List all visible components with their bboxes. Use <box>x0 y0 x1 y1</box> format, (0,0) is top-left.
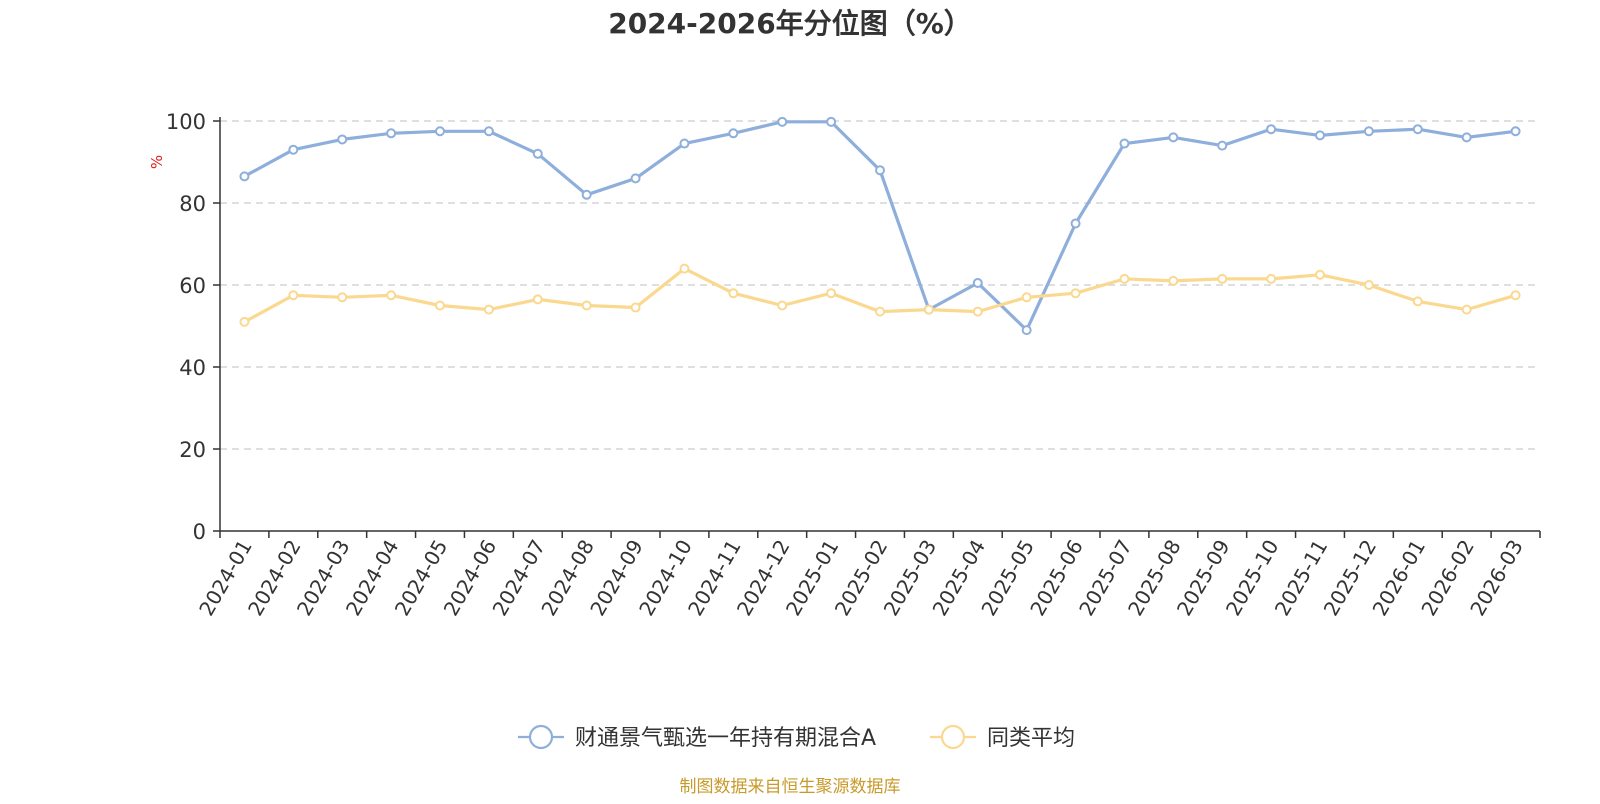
legend[interactable]: 财通景气甄选一年持有期混合A 同类平均 <box>518 724 1075 751</box>
data-point[interactable] <box>532 148 543 159</box>
data-point[interactable] <box>239 316 250 327</box>
data-point[interactable] <box>1461 304 1472 315</box>
data-point[interactable] <box>1021 292 1032 303</box>
chart-title: 2024-2026年分位图（%） <box>608 7 972 40</box>
y-axis-label: % <box>148 155 166 169</box>
data-point[interactable] <box>337 134 348 145</box>
data-point[interactable] <box>288 290 299 301</box>
data-point[interactable] <box>1217 140 1228 151</box>
data-source-note: 制图数据来自恒生聚源数据库 <box>680 777 901 797</box>
data-point[interactable] <box>1070 218 1081 229</box>
data-point[interactable] <box>239 171 250 182</box>
data-point[interactable] <box>1412 124 1423 135</box>
data-point[interactable] <box>1510 126 1521 137</box>
data-point[interactable] <box>972 277 983 288</box>
data-point[interactable] <box>483 126 494 137</box>
data-point[interactable] <box>1363 280 1374 290</box>
data-point[interactable] <box>1119 138 1130 149</box>
data-point[interactable] <box>630 173 641 184</box>
y-tick-label: 40 <box>179 356 206 380</box>
data-point[interactable] <box>875 306 885 317</box>
data-point[interactable] <box>1168 132 1179 143</box>
legend-marker-icon <box>940 724 966 750</box>
data-point[interactable] <box>1119 273 1130 284</box>
legend-item[interactable]: 同类平均 <box>930 724 1075 751</box>
gridlines <box>220 120 1540 450</box>
data-point[interactable] <box>1315 269 1325 280</box>
data-point[interactable] <box>1070 288 1081 299</box>
data-point[interactable] <box>483 304 494 315</box>
legend-marker-icon <box>528 724 554 750</box>
data-point[interactable] <box>728 288 739 299</box>
data-point[interactable] <box>1168 275 1179 286</box>
series-0 <box>239 116 1521 336</box>
y-tick-label: 20 <box>179 438 206 462</box>
legend-label: 同类平均 <box>987 726 1075 751</box>
data-point[interactable] <box>386 128 397 139</box>
data-point[interactable] <box>777 300 788 311</box>
data-point[interactable] <box>581 300 592 311</box>
axes: 0204060801002024-012024-022024-032024-04… <box>166 110 1541 620</box>
data-point[interactable] <box>435 126 445 137</box>
data-point[interactable] <box>1510 290 1521 301</box>
y-tick-label: 100 <box>166 110 206 134</box>
series-1 <box>239 263 1521 327</box>
data-point[interactable] <box>1315 130 1325 141</box>
legend-label: 财通景气甄选一年持有期混合A <box>575 726 876 751</box>
data-point[interactable] <box>1217 273 1228 284</box>
y-tick-label: 80 <box>179 192 206 216</box>
series-layer <box>239 116 1521 336</box>
data-point[interactable] <box>826 288 837 299</box>
data-point[interactable] <box>532 294 543 305</box>
data-point[interactable] <box>337 292 348 303</box>
data-point[interactable] <box>1461 132 1472 143</box>
data-point[interactable] <box>679 263 690 274</box>
series-line <box>242 120 1518 332</box>
data-point[interactable] <box>777 116 788 127</box>
y-tick-label: 0 <box>193 520 206 544</box>
data-point[interactable] <box>1363 126 1374 137</box>
legend-item[interactable]: 财通景气甄选一年持有期混合A <box>518 724 876 751</box>
data-point[interactable] <box>435 300 445 311</box>
data-point[interactable] <box>875 165 885 176</box>
data-point[interactable] <box>1266 273 1277 284</box>
data-point[interactable] <box>386 290 397 301</box>
y-tick-label: 60 <box>179 274 206 298</box>
data-point[interactable] <box>581 189 592 200</box>
data-point[interactable] <box>972 306 983 317</box>
data-point[interactable] <box>728 128 739 139</box>
data-point[interactable] <box>1266 124 1277 135</box>
data-point[interactable] <box>1412 296 1423 307</box>
data-point[interactable] <box>826 116 837 127</box>
data-point[interactable] <box>630 302 641 313</box>
data-point[interactable] <box>923 304 934 315</box>
data-point[interactable] <box>1021 325 1032 336</box>
data-point[interactable] <box>679 138 690 149</box>
data-point[interactable] <box>288 144 299 155</box>
